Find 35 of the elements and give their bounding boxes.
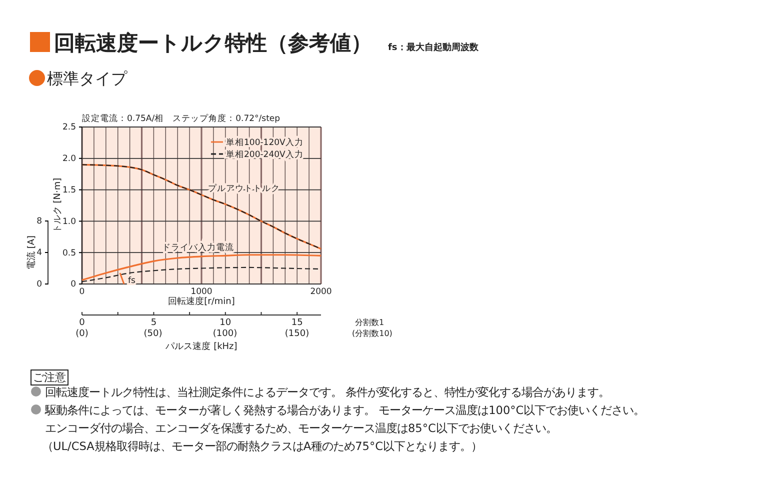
y-tick-label: 1.5 [62,186,76,196]
y2-tick-label: 4 [36,248,42,258]
y2-tick-label: 8 [36,216,42,227]
text: (0) [76,329,88,339]
x2-tick-label: 5 [150,318,157,328]
x-axis-title: 回転速度[r/min] [168,296,235,307]
x-tick-label: 1000 [190,287,212,298]
y-tick-label: 2.5 [62,122,76,133]
text: 分割数1 [355,318,384,327]
text: 駆動条件によっては、モーターが著しく発熱する場合があります。 モーターケース温度は100°C以下でお使いください。 [44,404,645,417]
text: (50) [144,329,162,339]
y-axis-title: トルク [N·m] [53,178,63,234]
text: 回転速度ートルク特性は、当社測定条件によるデータです。 条件が変化すると、特性が変化する場合があります。 [45,386,610,399]
text: (分割数10) [352,329,392,338]
text: 設定電流：0.75A/相 ステップ角度：0.72°/step [82,113,280,124]
x2-tick-label: 10 [220,318,232,328]
x2-tick-label: 0 [79,318,86,328]
text: ご注意 [33,371,66,384]
x2-tick-label: 15 [291,318,303,328]
x-tick-label: 0 [79,287,85,298]
y-tick-label: 0 [70,280,76,290]
x2-axis-title: パルス速度 [kHz] [164,341,238,352]
chart-subtitle: 標準タイプ [47,69,128,88]
text: (100) [212,329,238,339]
y2-axis-title: 電流 [A] [26,235,37,270]
y-tick-label: 0.5 [62,248,76,258]
text: (150) [284,329,310,339]
text: （UL/CSA規格取得時は、モーター部の耐熱クラスはA種のため75°C以下となります。） [42,440,482,453]
chart-title: 回転速度ートルク特性（参考値） [54,31,372,55]
y-tick-label: 2.0 [62,154,76,164]
text: エンコーダ付の場合、エンコーダを保護するため、モーターケース温度は85°C以下でお使いください。 [45,422,557,435]
y2-tick-label: 0 [36,280,42,290]
y-tick-label: 1.0 [62,216,76,227]
x-tick-label: 2000 [310,287,332,298]
text: fs：最大自起動周波数 [388,42,480,53]
